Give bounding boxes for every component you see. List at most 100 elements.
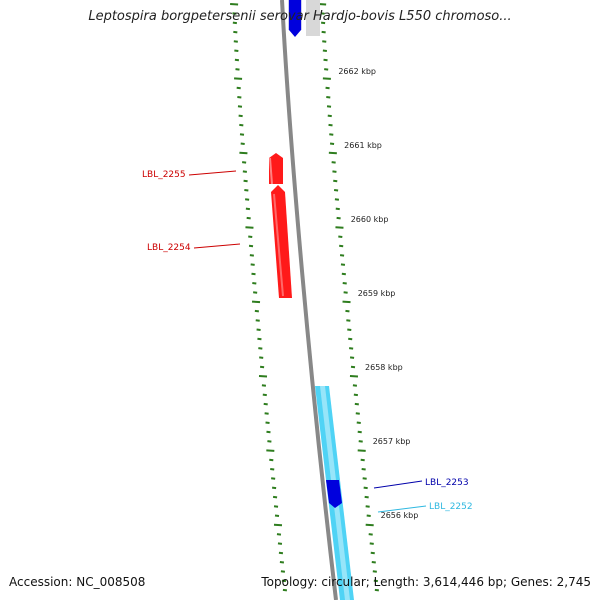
- track-tick: [341, 272, 346, 276]
- track-tick: [343, 291, 348, 294]
- gene-label-lbl-2255: LBL_2255: [142, 170, 186, 180]
- tick-label: 2659 kbp: [358, 289, 396, 298]
- track-tick: [282, 588, 288, 592]
- position-tick-labels: 2662 kbp 2661 kbp 2660 kbp 2659 kbp 2658 kbp…: [338, 67, 418, 520]
- track-tick: [252, 282, 257, 285]
- track-tick: [240, 142, 245, 145]
- tick-label: 2661 kbp: [344, 141, 382, 150]
- tick-label: 2657 kbp: [373, 437, 411, 446]
- track-tick: [248, 235, 253, 238]
- track-tick: [328, 151, 337, 155]
- track-tick: [250, 263, 255, 266]
- track-tick: [349, 375, 359, 378]
- track-tick: [350, 365, 356, 369]
- left-tick-track: [230, 3, 288, 592]
- tick-label: 2662 kbp: [338, 67, 376, 76]
- track-tick: [237, 96, 242, 99]
- sequence-backbone: [280, 0, 338, 600]
- track-tick: [267, 440, 272, 443]
- track-tick: [233, 40, 238, 43]
- track-tick: [239, 133, 245, 136]
- track-tick: [257, 337, 262, 341]
- track-tick: [259, 365, 265, 369]
- right-tick-track: [318, 3, 379, 592]
- tick-label: 2658 kbp: [365, 363, 403, 372]
- track-tick: [273, 505, 279, 508]
- track-tick: [232, 12, 237, 15]
- track-tick: [329, 133, 334, 136]
- track-tick: [364, 495, 369, 499]
- track-tick: [238, 114, 243, 118]
- track-tick: [328, 123, 333, 127]
- track-tick: [324, 68, 329, 71]
- track-tick: [256, 328, 261, 331]
- track-tick: [365, 505, 370, 508]
- track-tick: [263, 402, 268, 406]
- map-title: Leptospira borgpetersenii serovar Hardjo…: [88, 9, 512, 24]
- track-tick: [322, 40, 327, 43]
- track-tick: [371, 561, 376, 564]
- track-tick: [332, 170, 337, 173]
- track-tick: [329, 142, 335, 145]
- track-tick: [236, 86, 241, 90]
- track-tick: [355, 412, 360, 415]
- track-tick: [233, 30, 238, 34]
- track-tick: [365, 523, 374, 527]
- track-tick: [369, 542, 374, 545]
- track-tick: [352, 384, 358, 387]
- track-tick: [258, 375, 268, 378]
- track-tick: [244, 189, 249, 192]
- track-tick: [273, 523, 283, 527]
- track-tick: [251, 300, 261, 304]
- track-tick: [264, 412, 269, 415]
- track-tick: [262, 393, 267, 397]
- track-tick: [320, 12, 325, 15]
- track-tick: [361, 468, 366, 471]
- gene-fragment-top-blue: [289, 0, 301, 37]
- track-tick: [334, 198, 340, 201]
- gene-lbl-2255: [269, 153, 283, 185]
- track-tick: [255, 319, 260, 322]
- track-tick: [271, 477, 276, 480]
- leader-line-lbl-2254: [193, 243, 241, 249]
- track-tick: [322, 49, 327, 52]
- track-tick: [274, 514, 280, 517]
- track-tick: [277, 542, 283, 545]
- track-tick: [325, 86, 330, 90]
- track-tick: [244, 198, 250, 201]
- track-tick: [349, 356, 355, 359]
- track-tick: [234, 77, 243, 80]
- leader-line-lbl-2255: [188, 170, 237, 176]
- track-tick: [254, 309, 259, 313]
- track-tick: [360, 458, 365, 462]
- track-tick: [333, 189, 339, 192]
- track-tick: [370, 551, 375, 555]
- tick-label: 2660 kbp: [351, 215, 389, 224]
- track-tick: [272, 495, 278, 499]
- track-tick: [237, 105, 243, 108]
- track-tick: [230, 3, 239, 6]
- track-tick: [340, 263, 346, 266]
- track-tick: [270, 468, 275, 471]
- genome-summary-text: Topology: circular; Length: 3,614,446 bp…: [261, 575, 591, 589]
- track-tick: [331, 161, 336, 164]
- track-tick: [346, 319, 351, 322]
- track-tick: [249, 254, 254, 257]
- tick-label: 2656 kbp: [381, 511, 419, 520]
- track-tick: [338, 235, 343, 238]
- track-tick: [234, 58, 240, 62]
- track-tick: [322, 77, 331, 80]
- gene-lbl-2253: [326, 480, 342, 508]
- gene-fragment-top-gray: [306, 0, 320, 36]
- track-tick: [258, 347, 263, 350]
- track-tick: [335, 226, 344, 229]
- track-tick: [242, 170, 247, 173]
- track-tick: [265, 421, 270, 424]
- track-tick: [374, 588, 379, 592]
- track-tick: [261, 384, 267, 387]
- track-tick: [248, 244, 254, 248]
- track-tick: [356, 421, 361, 424]
- track-tick: [235, 68, 240, 71]
- track-tick: [269, 458, 274, 462]
